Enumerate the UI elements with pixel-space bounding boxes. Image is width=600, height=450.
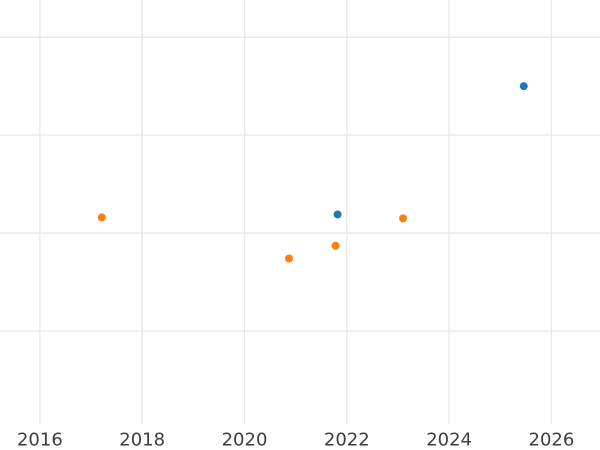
data-points-layer: [97, 82, 528, 263]
x-tick-label: 2024: [426, 430, 472, 450]
data-point-orange-series: [285, 254, 294, 263]
x-tick-label: 2022: [324, 430, 370, 450]
data-point-orange-series: [97, 213, 106, 222]
grid-layer: [0, 0, 600, 424]
data-point-blue-series: [333, 210, 342, 219]
data-point-orange-series: [331, 241, 340, 250]
data-point-orange-series: [399, 214, 408, 223]
x-tick-label: 2018: [119, 430, 165, 450]
data-point-blue-series: [519, 82, 528, 91]
x-tick-label: 2020: [222, 430, 268, 450]
x-axis-tick-labels: 2016 2018 2020 2022 2024 2026: [17, 430, 574, 450]
x-tick-label: 2026: [529, 430, 575, 450]
x-tick-label: 2016: [17, 430, 63, 450]
